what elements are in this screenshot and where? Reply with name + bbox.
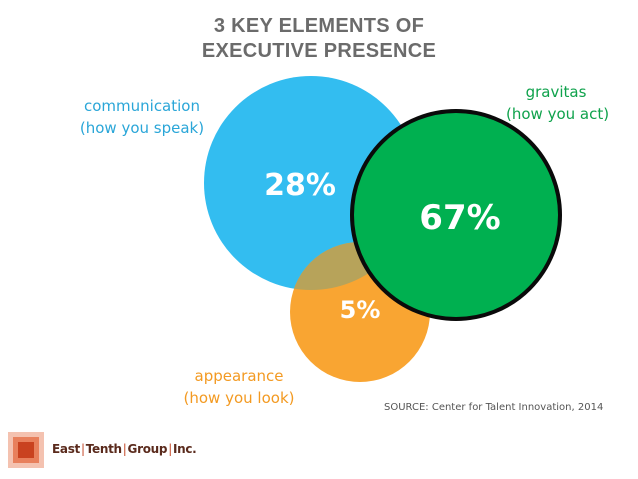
- logo-square-icon: [8, 432, 44, 468]
- logo-part-tenth: Tenth: [85, 442, 122, 456]
- company-logo: East|Tenth|Group|Inc.: [8, 430, 208, 470]
- logo-wordmark: East|Tenth|Group|Inc.: [52, 442, 197, 456]
- appearance-description: (how you look): [183, 389, 295, 407]
- communication-description: (how you speak): [79, 119, 205, 137]
- communication-name: communication: [83, 97, 200, 115]
- appearance-label: appearance (how you look): [164, 365, 314, 409]
- appearance-name: appearance: [194, 367, 284, 385]
- gravitas-label: gravitas (how you act): [506, 81, 610, 125]
- gravitas-description: (how you act): [506, 105, 610, 123]
- communication-label: communication (how you speak): [62, 95, 222, 139]
- logo-part-east: East: [52, 442, 80, 456]
- communication-percent: 28%: [264, 168, 336, 203]
- source-note: SOURCE: Center for Talent Innovation, 20…: [384, 402, 604, 413]
- title-line-1: 3 KEY ELEMENTS OF: [213, 15, 425, 37]
- gravitas-name: gravitas: [525, 83, 587, 101]
- logo-part-group: Group: [127, 442, 168, 456]
- title-line-2: EXECUTIVE PRESENCE: [201, 40, 437, 62]
- diagram-title: 3 KEY ELEMENTS OF EXECUTIVE PRESENCE: [0, 14, 638, 64]
- gravitas-percent: 67%: [419, 198, 501, 238]
- logo-part-inc: Inc.: [172, 442, 197, 456]
- appearance-percent: 5%: [339, 296, 381, 324]
- gravitas-circle: [350, 109, 562, 321]
